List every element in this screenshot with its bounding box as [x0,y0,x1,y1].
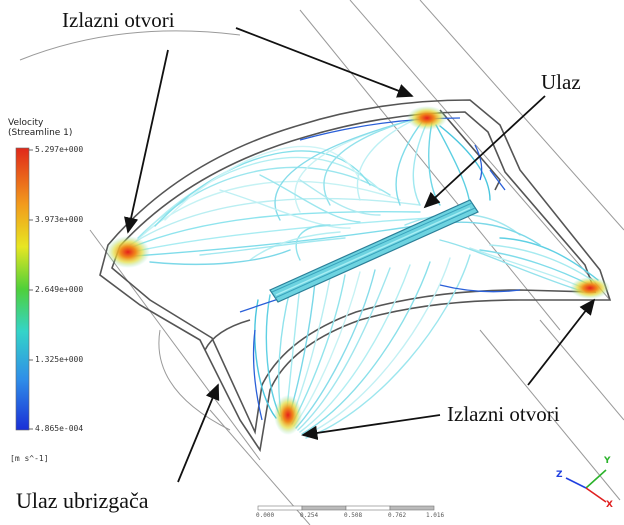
label-inlet: Ulaz [541,70,581,94]
scale-bar-label: 0.762 [388,512,407,519]
colorbar-subtitle-text: (Streamline 1) [8,128,73,138]
arrow-inlet [423,95,546,209]
arrow-outlet-right [527,298,596,386]
colorbar-tick-label: 3.973e+000 [35,215,84,224]
triad-label-z: Z [556,470,563,480]
arrow-outlet-top [235,27,414,98]
label-outlets-bottom: Izlazni otvori [447,402,560,426]
colorbar-title: Velocity (Streamline 1) [8,118,72,138]
colorbar-tick-label: 5.297e+000 [35,145,84,154]
scale-bar-label: 0.508 [344,512,363,519]
streamlines-wall [239,117,521,421]
colorbar-tick-label: 2.649e+000 [35,285,84,294]
scale-bar-label: 1.016 [426,512,445,519]
housing-outline [99,99,612,453]
background-guide-lines [19,0,624,525]
arrow-outlet-left [124,49,169,234]
triad-label-y: Y [604,456,611,466]
colorbar-tick-marks [29,149,33,430]
colorbar-tick-label: 1.325e+000 [35,355,84,364]
colorbar-title-text: Velocity [8,118,44,128]
arrow-injector-inlet [177,383,220,483]
scale-bar [257,505,435,511]
colorbar-tick-label: 4.865e-004 [35,424,84,433]
inlet-channel [269,199,479,303]
colorbar-gradient [15,147,30,431]
label-outlets-top: Izlazni otvori [62,8,175,32]
colorbar-unit: [m s^-1] [10,454,49,463]
annotation-arrows [124,27,596,483]
outlet-hotspots [106,106,610,435]
triad-label-x: X [606,500,613,510]
scale-bar-label: 0.000 [256,512,275,519]
axis-triad [565,469,607,503]
arrow-outlet-bottom [301,414,441,441]
label-injector-inlet: Ulaz ubrizgača [16,488,149,513]
streamlines-upper [129,116,491,266]
scale-bar-label: 0.254 [300,512,319,519]
